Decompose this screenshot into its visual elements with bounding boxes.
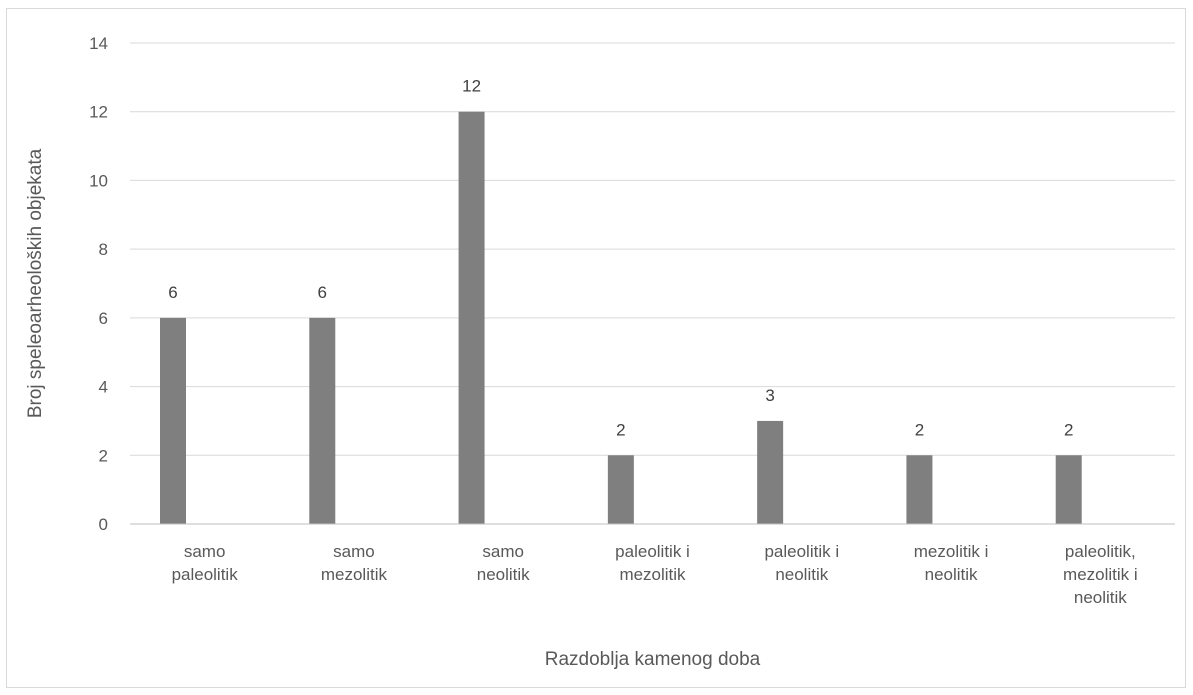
bar: [607, 455, 634, 524]
y-tick-label: 12: [89, 103, 108, 122]
x-category-label-line: mezolitik: [321, 565, 388, 584]
x-category-label-line: mezolitik i: [914, 542, 989, 561]
x-category-label-line: mezolitik i: [1063, 565, 1138, 584]
x-category-label-line: paleolitik,: [1065, 542, 1136, 561]
bar: [757, 420, 784, 524]
x-axis-title: Razdoblja kamenog doba: [545, 649, 761, 670]
data-labels: 6 6 12 2 3 2 2: [168, 77, 1073, 440]
y-axis-title: Broj speleoarheoloških objekata: [25, 148, 46, 418]
chart-frame: [6, 8, 1186, 688]
data-label: 6: [168, 283, 177, 302]
data-label: 2: [616, 420, 625, 439]
y-tick-label: 2: [99, 446, 108, 465]
data-label: 2: [1064, 420, 1073, 439]
bar: [160, 317, 186, 524]
bar: [906, 455, 933, 524]
x-category-label-line: paleolitik: [172, 565, 239, 584]
y-tick-label: 14: [89, 34, 108, 53]
x-category-label-line: neolitik: [925, 565, 978, 584]
x-category-label-line: samo: [482, 542, 524, 561]
data-label: 12: [462, 77, 481, 96]
y-axis-ticks: 0 2 4 6 8 10 12 14: [89, 34, 108, 534]
data-label: 6: [318, 283, 327, 302]
x-category-label-line: samo: [333, 542, 375, 561]
x-category-label: paleolitik i neolitik: [764, 542, 839, 584]
y-tick-label: 10: [89, 171, 108, 190]
x-category-label-line: paleolitik i: [615, 542, 690, 561]
x-category-label-line: mezolitik: [619, 565, 686, 584]
y-tick-label: 0: [99, 515, 108, 534]
x-category-label-line: neolitik: [477, 565, 530, 584]
y-tick-label: 6: [99, 309, 108, 328]
y-tick-label: 4: [99, 378, 108, 397]
x-category-label: paleolitik, mezolitik i neolitik: [1063, 542, 1138, 607]
x-category-label: samo neolitik: [477, 542, 530, 584]
x-category-label-line: samo: [184, 542, 226, 561]
x-category-label-line: neolitik: [775, 565, 828, 584]
bar: [1055, 455, 1082, 524]
y-tick-label: 8: [99, 240, 108, 259]
x-category-label: paleolitik i mezolitik: [615, 542, 690, 584]
x-category-label: samo mezolitik: [321, 542, 388, 584]
x-category-label: samo paleolitik: [172, 542, 239, 584]
x-category-label-line: neolitik: [1074, 588, 1127, 607]
bars: [160, 111, 1082, 524]
gridlines: [130, 42, 1175, 456]
bar: [458, 111, 485, 524]
data-label: 3: [765, 386, 774, 405]
x-category-label-line: paleolitik i: [764, 542, 839, 561]
x-category-label: mezolitik i neolitik: [914, 542, 989, 584]
bar: [309, 317, 336, 524]
data-label: 2: [915, 420, 924, 439]
